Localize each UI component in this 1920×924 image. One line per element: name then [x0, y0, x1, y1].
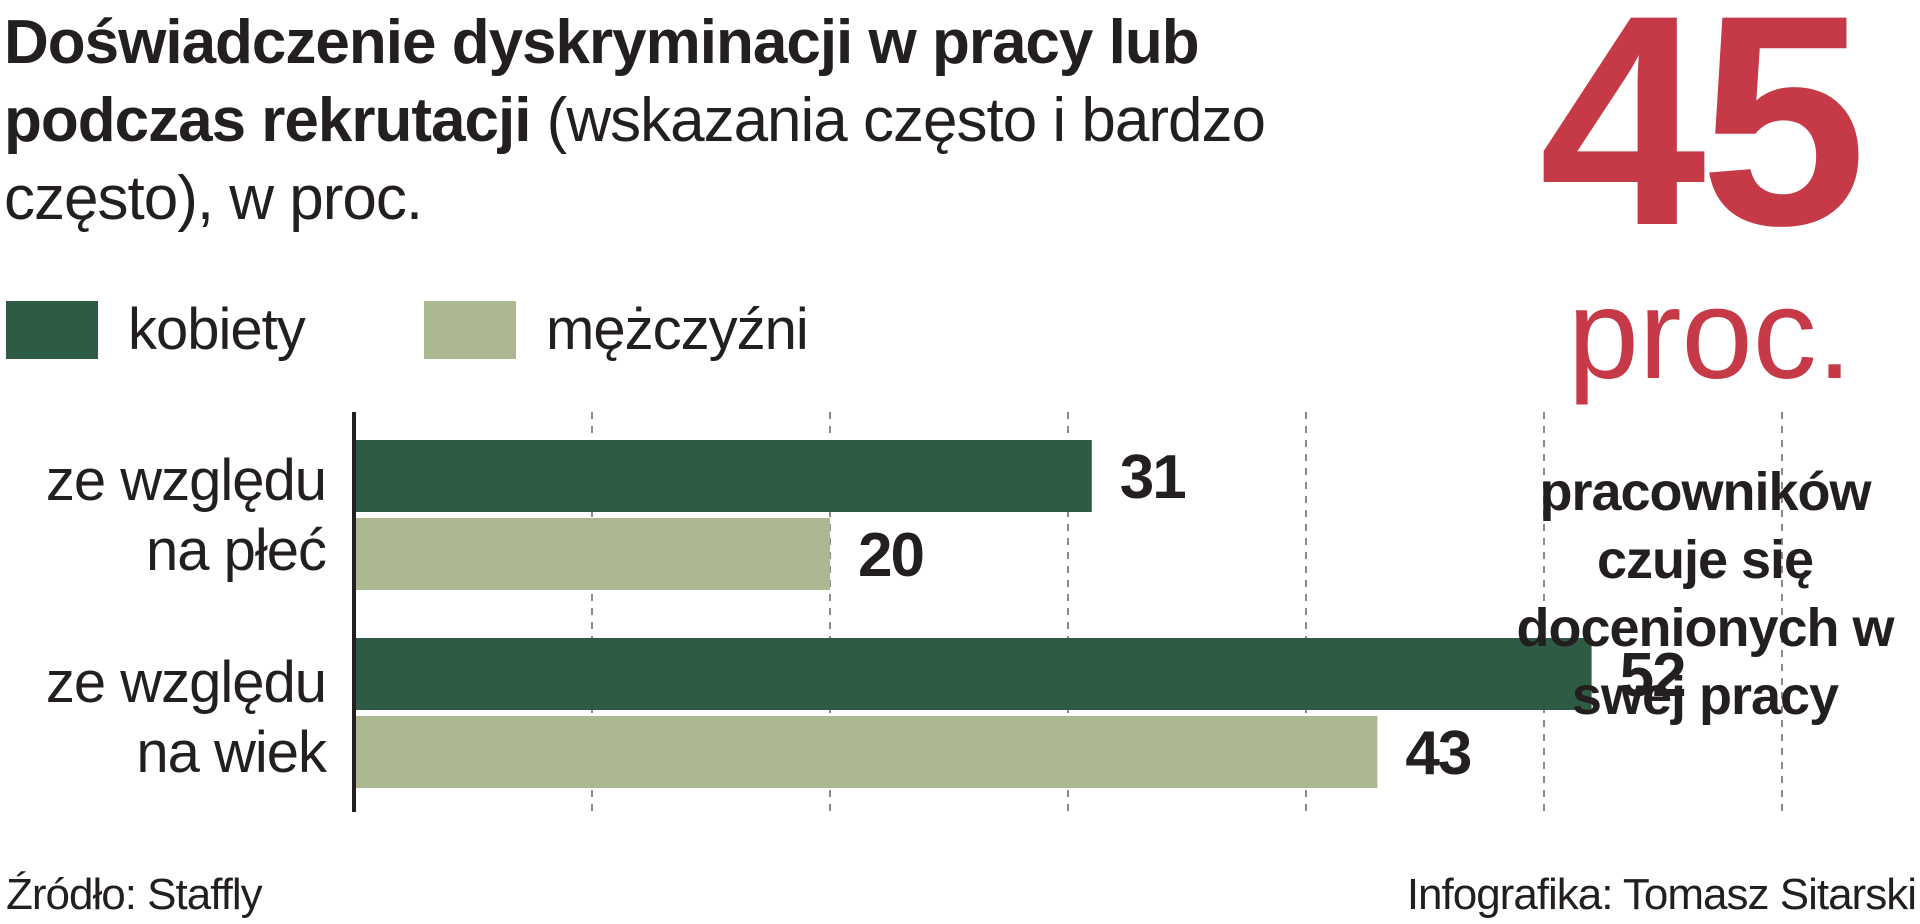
- legend-label-men: mężczyźni: [546, 297, 809, 362]
- highlight-number: 45: [1539, 0, 1867, 288]
- bar-men-1: [354, 716, 1378, 788]
- bar-women-0: [354, 440, 1092, 512]
- category-label-gender-line1: ze względu: [45, 448, 327, 513]
- data-label-men-0: 20: [858, 521, 923, 590]
- legend-item-women: kobiety: [6, 296, 306, 363]
- category-label-age-line2: na wiek: [136, 720, 327, 785]
- source-note: Źródło: Staffly: [6, 870, 263, 919]
- title-subtitle: (wskazania często i bardzo często), w pr…: [4, 86, 1266, 233]
- chart-title: Doświadczenie dyskryminacji w pracy lub …: [4, 4, 1384, 238]
- data-label-women-0: 31: [1120, 443, 1185, 512]
- credit-note: Infografika: Tomasz Sitarski: [1406, 870, 1917, 919]
- legend-swatch-women: [6, 300, 98, 359]
- legend-swatch-men: [424, 300, 516, 359]
- category-label-age-line1: ze względu: [45, 650, 327, 715]
- bar-men-0: [354, 518, 830, 590]
- highlight-unit: proc.: [1567, 263, 1853, 406]
- legend-item-men: mężczyźni: [424, 296, 809, 363]
- bar-women-1: [354, 638, 1592, 710]
- title-bold: Doświadczenie dyskryminacji w pracy lub …: [4, 8, 1200, 155]
- category-label-gender-line2: na płeć: [145, 518, 327, 583]
- highlight-text: pracowników czuje się docenionych w swej…: [1516, 462, 1894, 726]
- data-label-women-1: 52: [1620, 641, 1685, 710]
- category-label-gender: ze względu na płeć: [45, 446, 327, 586]
- category-label-age: ze względu na wiek: [45, 648, 327, 788]
- legend-label-women: kobiety: [128, 297, 306, 362]
- data-label-men-1: 43: [1405, 719, 1470, 788]
